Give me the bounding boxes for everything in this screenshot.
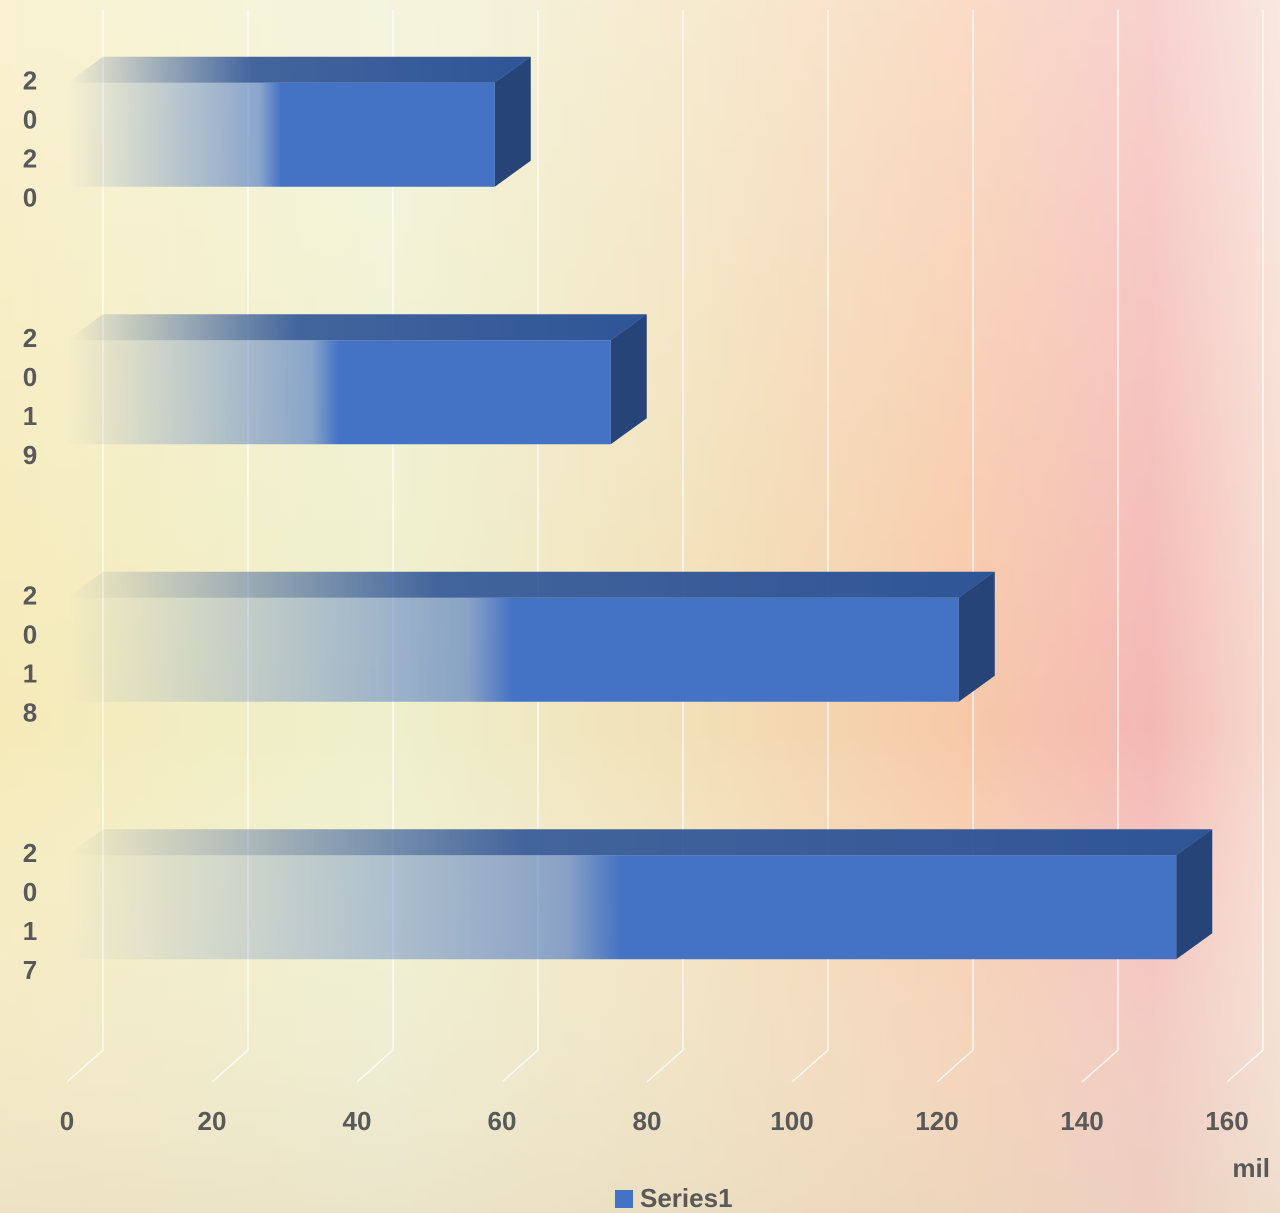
bar-side	[494, 56, 531, 187]
bar-top	[67, 571, 995, 598]
bar	[67, 314, 647, 445]
bar-top	[67, 56, 531, 83]
bar-front	[67, 340, 611, 445]
bar-front	[67, 855, 1177, 960]
grid-line	[1226, 10, 1264, 1083]
grid-line	[646, 10, 684, 1083]
grid-line	[1081, 10, 1119, 1083]
x-tick-label: 0	[60, 1106, 74, 1136]
x-tick-label: 60	[488, 1106, 517, 1136]
x-axis-title: mil	[1232, 1153, 1270, 1183]
x-tick-label: 120	[915, 1106, 958, 1136]
x-tick-label: 140	[1060, 1106, 1103, 1136]
bar-top	[67, 314, 647, 341]
bar-side	[1176, 829, 1213, 960]
x-tick-label: 80	[633, 1106, 662, 1136]
bar	[67, 571, 995, 702]
bar-top	[67, 829, 1213, 856]
bar	[67, 56, 531, 187]
x-tick-label: 40	[343, 1106, 372, 1136]
grid-line	[936, 10, 974, 1083]
legend-swatch	[615, 1190, 633, 1208]
bar-front	[67, 597, 959, 702]
x-tick-label: 20	[198, 1106, 227, 1136]
x-tick-label: 100	[770, 1106, 813, 1136]
x-tick-label: 160	[1205, 1106, 1248, 1136]
legend-label: Series1	[640, 1183, 733, 1213]
grid-line	[791, 10, 829, 1083]
bar	[67, 829, 1213, 960]
bar-front	[67, 82, 495, 187]
bar-side	[958, 571, 995, 702]
bar-side	[610, 314, 647, 445]
